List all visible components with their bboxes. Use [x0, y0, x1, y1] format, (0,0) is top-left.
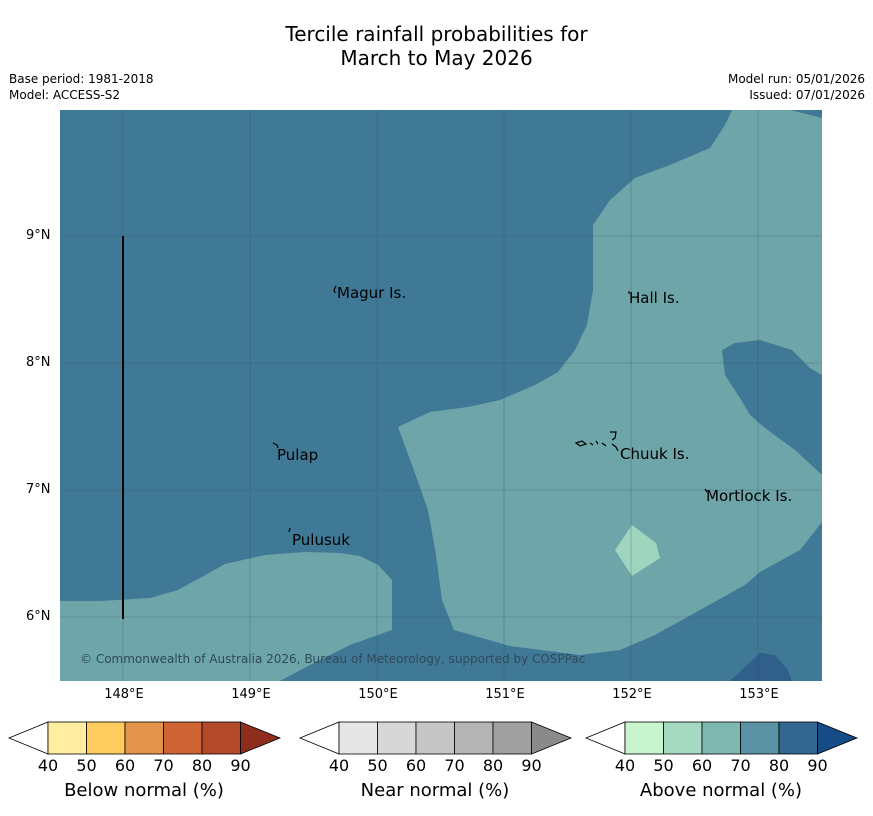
colorbar-above	[585, 721, 859, 755]
lat-label-9n: 9°N	[26, 228, 51, 243]
colorbar-near	[299, 721, 573, 755]
model-run: Model run: 05/01/2026	[727, 72, 865, 86]
colorbar-below	[8, 721, 282, 755]
cbar-near-seg-1	[338, 721, 378, 755]
cbar-below-tick: 50	[76, 756, 97, 775]
lon-label-151e: 151°E	[485, 687, 525, 702]
graticule	[60, 110, 822, 681]
colorbar-below-title: Below normal (%)	[64, 780, 224, 801]
cbar-below-seg-1	[47, 721, 87, 755]
meta-left: Base period: 1981-2018 Model: ACCESS-S2	[9, 71, 154, 103]
island-outlines	[272, 285, 708, 533]
chuuk-island-mark	[574, 431, 619, 452]
cbar-above-seg-4	[740, 721, 780, 755]
cbar-near-tick: 40	[328, 756, 350, 775]
colorbar-above-title: Above normal (%)	[639, 780, 803, 801]
lat-label-8n: 8°N	[26, 355, 51, 370]
above-60-region	[615, 525, 660, 576]
title-line-2: March to May 2026	[340, 46, 533, 70]
label-pulap: Pulap	[277, 446, 319, 464]
cbar-below-tick: 90	[230, 756, 251, 775]
map-title: Tercile rainfall probabilities for March…	[0, 22, 873, 70]
cbar-above-tick: 50	[653, 756, 674, 775]
cbar-near-seg-6	[531, 721, 573, 755]
title-line-1: Tercile rainfall probabilities for	[285, 22, 588, 46]
map-panel: © Commonwealth of Australia 2026, Bureau…	[60, 110, 822, 681]
model-name: Model: ACCESS-S2	[9, 88, 121, 102]
map-svg	[60, 110, 822, 681]
colorbar-near-title: Near normal (%)	[360, 780, 510, 801]
label-chuuk: Chuuk Is.	[620, 445, 690, 463]
base-period: Base period: 1981-2018	[9, 72, 154, 86]
lon-label-152e: 152°E	[612, 687, 652, 702]
cbar-below-seg-0	[8, 721, 49, 755]
cbar-above-seg-6	[817, 721, 859, 755]
lon-label-148e: 148°E	[104, 687, 144, 702]
label-pulusuk: Pulusuk	[292, 531, 350, 549]
label-hall: Hall Is.	[629, 289, 680, 307]
cbar-below-tick: 80	[191, 756, 213, 775]
label-magur: Magur Is.	[337, 284, 407, 302]
above-90-region	[730, 653, 792, 681]
pulap-island-mark	[272, 442, 279, 449]
issued-date: Issued: 07/01/2026	[749, 88, 865, 102]
cbar-above-seg-3	[701, 721, 741, 755]
cbar-near-tick: 80	[482, 756, 504, 775]
cbar-near-tick: 90	[521, 756, 542, 775]
cbar-above-tick: 70	[730, 756, 751, 775]
cbar-near-tick: 70	[444, 756, 465, 775]
above-70-region-main	[398, 110, 822, 655]
pulusuk-island-mark	[288, 527, 291, 533]
above-80-corner	[730, 110, 822, 118]
copyright-notice: © Commonwealth of Australia 2026, Bureau…	[80, 652, 586, 666]
cbar-below-tick: 60	[114, 756, 136, 775]
cbar-near-seg-2	[377, 721, 417, 755]
label-mortlock: Mortlock Is.	[706, 487, 793, 505]
lat-label-7n: 7°N	[26, 482, 51, 497]
cbar-above-tick: 80	[768, 756, 790, 775]
cbar-below-tick: 70	[153, 756, 174, 775]
meta-right: Model run: 05/01/2026 Issued: 07/01/2026	[728, 71, 865, 103]
cbar-below-tick: 40	[37, 756, 59, 775]
cbar-near-tick: 50	[367, 756, 388, 775]
cbar-near-seg-0	[299, 721, 340, 755]
cbar-above-tick: 90	[807, 756, 828, 775]
cbar-below-seg-5	[201, 721, 241, 755]
cbar-above-tick: 40	[614, 756, 636, 775]
cbar-below-seg-2	[86, 721, 126, 755]
lon-label-149e: 149°E	[231, 687, 271, 702]
cbar-above-seg-2	[663, 721, 703, 755]
cbar-near-seg-5	[492, 721, 532, 755]
cbar-near-tick: 60	[405, 756, 427, 775]
mortlock-island-mark	[704, 488, 708, 493]
above-70-region-southwest	[60, 552, 392, 681]
cbar-above-tick: 60	[691, 756, 713, 775]
lat-label-6n: 6°N	[26, 609, 51, 624]
cbar-near-seg-3	[415, 721, 455, 755]
cbar-below-seg-3	[124, 721, 164, 755]
lon-label-153e: 153°E	[739, 687, 779, 702]
cbar-above-seg-5	[778, 721, 818, 755]
magur-island-mark	[333, 285, 337, 294]
cbar-below-seg-4	[163, 721, 203, 755]
lon-label-150e: 150°E	[358, 687, 398, 702]
cbar-above-seg-1	[624, 721, 664, 755]
cbar-below-seg-6	[240, 721, 282, 755]
cbar-near-seg-4	[454, 721, 494, 755]
cbar-above-seg-0	[585, 721, 626, 755]
